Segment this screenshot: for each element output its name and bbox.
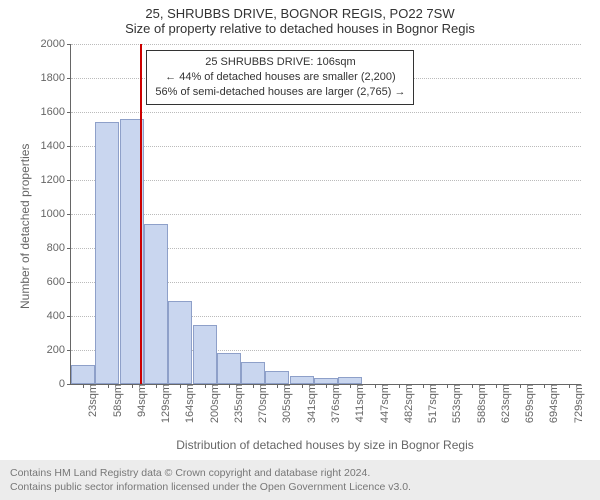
- y-tick-label: 1000: [41, 208, 71, 220]
- x-tick-label: 200sqm: [205, 384, 221, 423]
- y-tick-label: 1600: [41, 106, 71, 118]
- footer: Contains HM Land Registry data © Crown c…: [0, 460, 600, 500]
- y-tick-label: 1200: [41, 174, 71, 186]
- x-tick-label: 517sqm: [423, 384, 439, 423]
- x-tick-label: 482sqm: [399, 384, 415, 423]
- histogram-bar: [168, 301, 192, 384]
- histogram-bar: [193, 325, 217, 385]
- callout-line-2: ← 44% of detached houses are smaller (2,…: [155, 70, 405, 85]
- histogram-bar: [71, 365, 95, 384]
- callout-line-1: 25 SHRUBBS DRIVE: 106sqm: [155, 55, 405, 70]
- x-tick-label: 58sqm: [108, 384, 124, 417]
- x-tick-label: 588sqm: [472, 384, 488, 423]
- property-size-marker: [140, 44, 142, 384]
- x-tick-label: 305sqm: [277, 384, 293, 423]
- x-tick-label: 376sqm: [326, 384, 342, 423]
- y-axis-label: Number of detached properties: [18, 144, 32, 309]
- histogram-bar: [144, 224, 168, 384]
- x-tick-label: 129sqm: [156, 384, 172, 423]
- histogram-bar: [265, 371, 289, 384]
- y-tick-label: 200: [47, 344, 71, 356]
- x-axis-label: Distribution of detached houses by size …: [70, 438, 580, 452]
- x-tick-label: 694sqm: [544, 384, 560, 423]
- y-tick-label: 800: [47, 242, 71, 254]
- y-tick-label: 400: [47, 310, 71, 322]
- footer-line-2: Contains public sector information licen…: [10, 480, 590, 494]
- x-tick-label: 729sqm: [569, 384, 585, 423]
- y-tick-label: 0: [59, 378, 71, 390]
- x-tick-label: 659sqm: [520, 384, 536, 423]
- x-tick-label: 235sqm: [229, 384, 245, 423]
- x-tick-label: 270sqm: [253, 384, 269, 423]
- x-tick-label: 447sqm: [375, 384, 391, 423]
- x-tick-label: 341sqm: [302, 384, 318, 423]
- histogram-bar: [241, 362, 265, 384]
- y-tick-label: 600: [47, 276, 71, 288]
- x-tick-label: 411sqm: [350, 384, 366, 422]
- y-tick-label: 1800: [41, 72, 71, 84]
- x-tick-label: 23sqm: [83, 384, 99, 417]
- histogram-bar: [95, 122, 119, 384]
- x-tick-label: 623sqm: [496, 384, 512, 423]
- chart-area: Number of detached properties 25 SHRUBBS…: [0, 0, 600, 500]
- x-tick-label: 94sqm: [132, 384, 148, 417]
- x-tick-label: 553sqm: [447, 384, 463, 423]
- y-tick-label: 1400: [41, 140, 71, 152]
- histogram-bar: [290, 376, 314, 385]
- histogram-bar: [217, 353, 241, 384]
- footer-line-1: Contains HM Land Registry data © Crown c…: [10, 466, 590, 480]
- y-tick-label: 2000: [41, 38, 71, 50]
- histogram-bar: [338, 377, 362, 384]
- callout-box: 25 SHRUBBS DRIVE: 106sqm ← 44% of detach…: [146, 50, 414, 105]
- plot-region: 25 SHRUBBS DRIVE: 106sqm ← 44% of detach…: [70, 44, 581, 385]
- callout-line-3: 56% of semi-detached houses are larger (…: [155, 85, 405, 100]
- x-tick-label: 164sqm: [180, 384, 196, 423]
